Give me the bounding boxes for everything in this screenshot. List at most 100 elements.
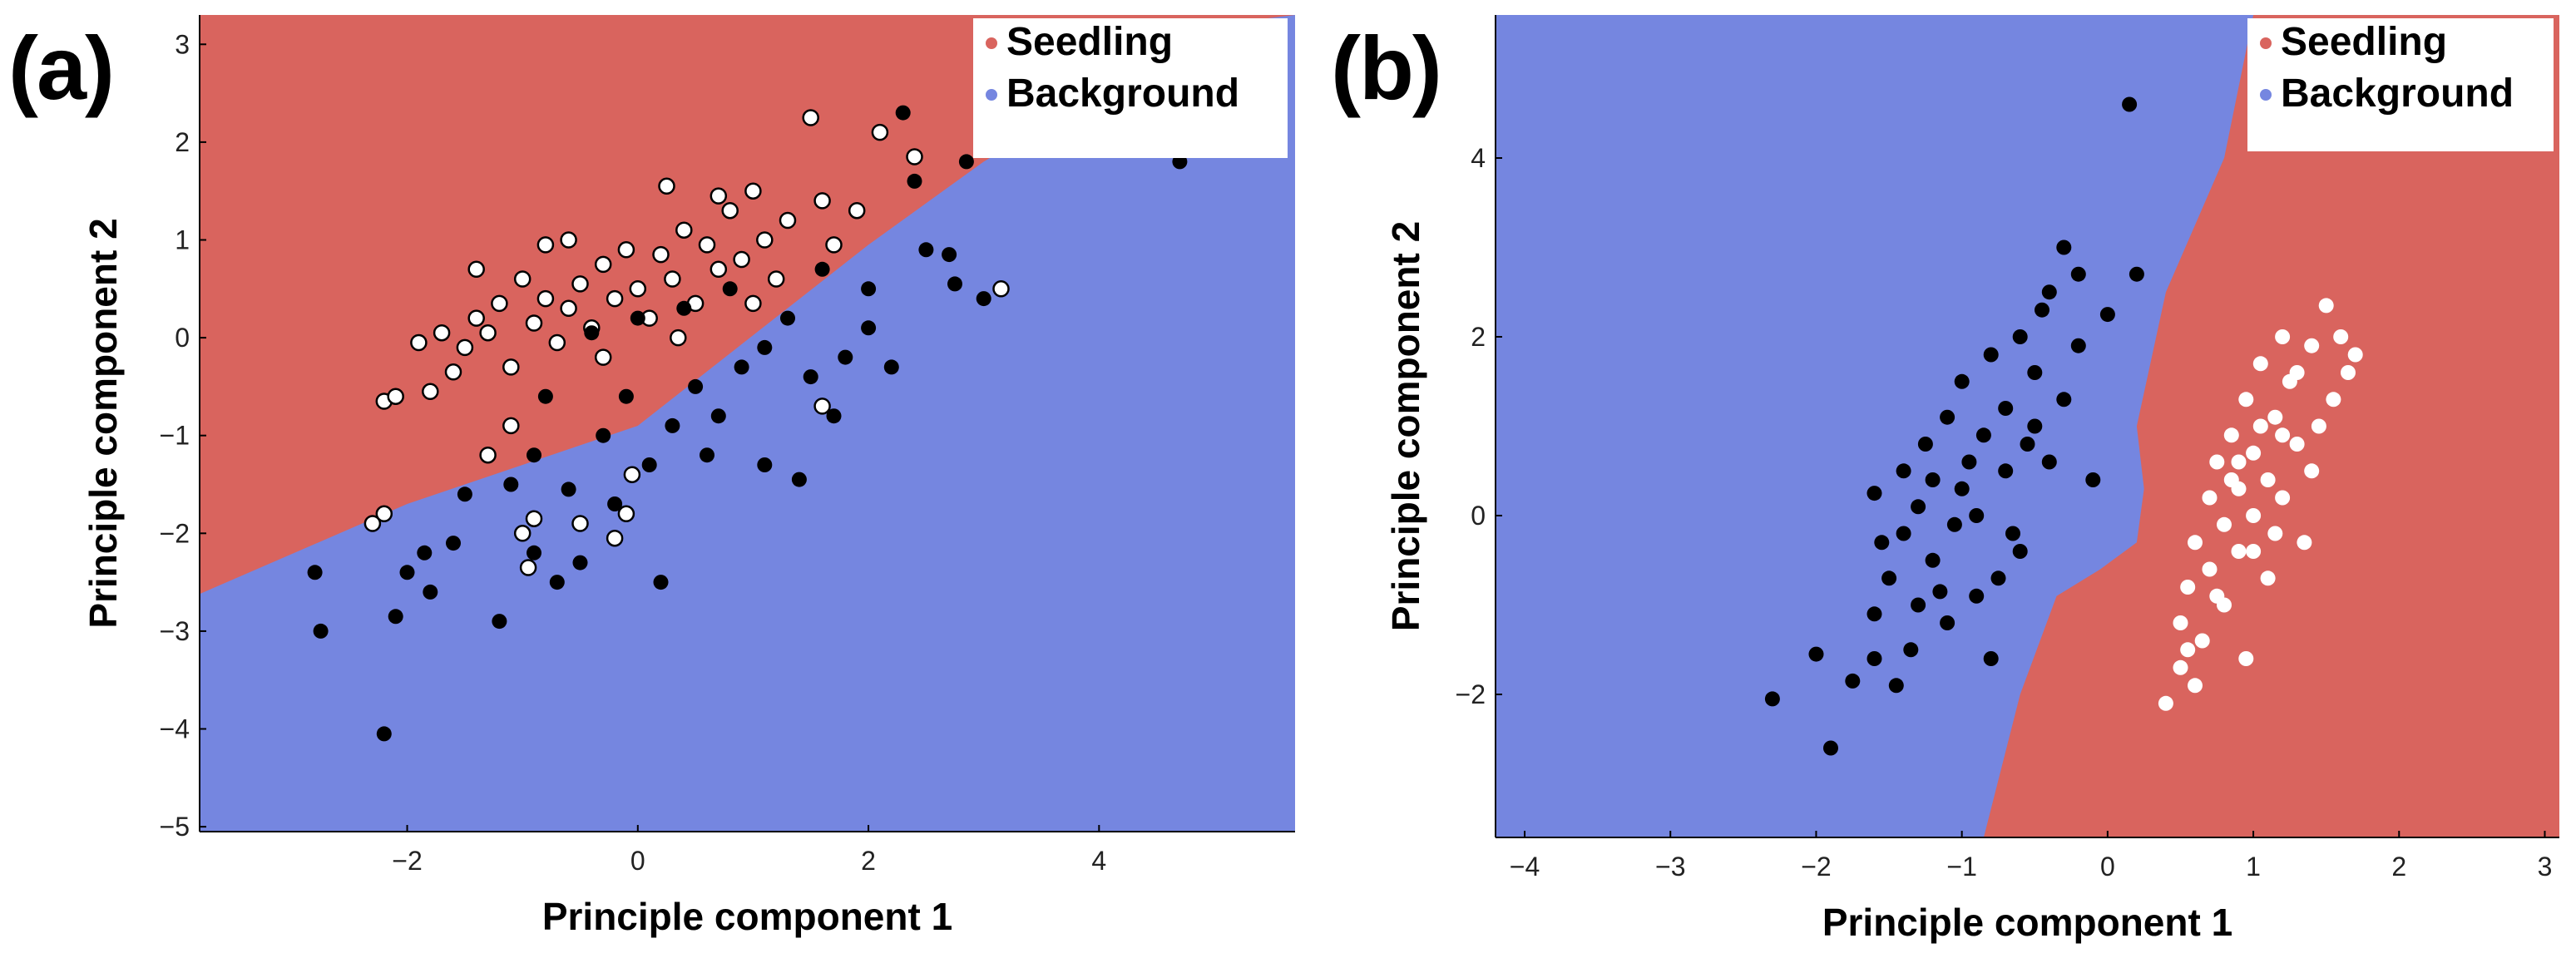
x-axis-label: Principle component 1 [1822,901,2232,944]
chart-a: −2 0 2 4 −5 −4 −3 −2 −1 0 1 2 3 Principle component 1… [82,15,1295,938]
seedling-point [848,201,866,220]
background-point [688,378,704,394]
background-point [2056,240,2072,255]
seedling-point [992,280,1010,298]
x-tick-label: 3 [2538,852,2553,882]
seedling-point [658,177,675,195]
seedling-point [606,289,624,308]
background-point [947,276,962,292]
background-point [527,447,541,463]
seedling-point [2275,329,2291,344]
seedling-point [813,398,831,415]
seedling-point [513,270,532,288]
seedling-point [479,446,497,464]
seedling-point [710,187,728,205]
legend-label: Background [1006,72,1239,116]
seedling-point [513,525,532,542]
background-point [641,457,657,472]
seedling-point [2246,445,2262,461]
seedling-point [433,323,451,342]
background-point [446,536,461,551]
background-point [2041,284,2057,300]
background-point [1866,606,1882,622]
seedling-point [375,505,393,523]
background-point [907,173,922,189]
y-tick-label: 2 [175,127,190,157]
y-tick-label: −2 [1456,679,1486,709]
background-point [1823,740,1838,756]
background-point [596,427,611,443]
seedling-point [779,211,797,230]
seedling-point [710,260,728,279]
seedling-point [2260,472,2276,487]
y-tick-label: −1 [160,421,190,451]
background-point [861,281,877,297]
seedling-point [2246,544,2262,559]
legend: Seedling Background [2247,18,2554,151]
background-point [676,300,692,316]
seedling-point [652,245,670,264]
background-point [2041,454,2057,470]
seedling-point [767,270,785,288]
background-point [2122,96,2138,112]
seedling-point [617,241,635,259]
legend: Seedling Background [973,18,1288,158]
background-point [1940,615,1955,630]
x-tick-label: 1 [2246,852,2261,882]
background-point [803,369,818,385]
y-tick-label: 3 [175,29,190,59]
y-tick-label: −4 [160,714,190,744]
background-point [584,325,600,341]
seedling-point [2333,329,2349,344]
seedling-point [733,250,750,269]
seedling-point [2260,570,2276,586]
y-axis-label: Principle component 2 [82,218,125,628]
seedling-point [2194,633,2210,649]
background-point [1940,409,1955,425]
background-point [734,359,749,375]
seedling-point [363,515,382,532]
background-point [958,154,974,170]
background-point [630,310,645,326]
background-point [388,609,403,625]
background-point [710,408,726,424]
background-point [527,545,541,561]
background-point [417,545,433,561]
background-point [376,726,392,742]
background-point [1961,454,1977,470]
background-point [838,349,853,365]
seedling-point [2223,472,2239,487]
background-point [1764,691,1780,707]
background-point [307,565,323,580]
seedling-point [2275,490,2291,506]
background-point [757,457,773,472]
x-tick-label: −3 [1655,852,1685,882]
x-tick-label: −4 [1510,852,1540,882]
x-tick-label: 2 [861,846,876,876]
background-point [895,105,911,121]
seedling-point [2209,454,2225,470]
seedling-point [519,559,537,576]
background-point [1866,486,1882,501]
background-point [2035,302,2049,318]
seedling-point [2311,418,2326,434]
seedling-point [670,328,687,347]
seedling-point [2238,651,2254,666]
background-point [2012,329,2028,344]
seedling-point [825,236,843,254]
background-point [1911,499,1926,515]
background-point [1925,552,1941,568]
seedling-point [2188,535,2203,551]
background-point [1874,535,1890,551]
background-point [1983,651,1999,666]
background-point [1911,597,1926,613]
seedling-point [2347,347,2363,363]
background-point [2027,365,2043,380]
background-point [861,320,877,336]
background-point [1888,678,1904,694]
seedling-point [2246,508,2262,523]
seedling-point [491,294,508,313]
seedling-point [594,255,612,274]
seedling-point [871,123,889,141]
seedling-point [2238,392,2254,407]
